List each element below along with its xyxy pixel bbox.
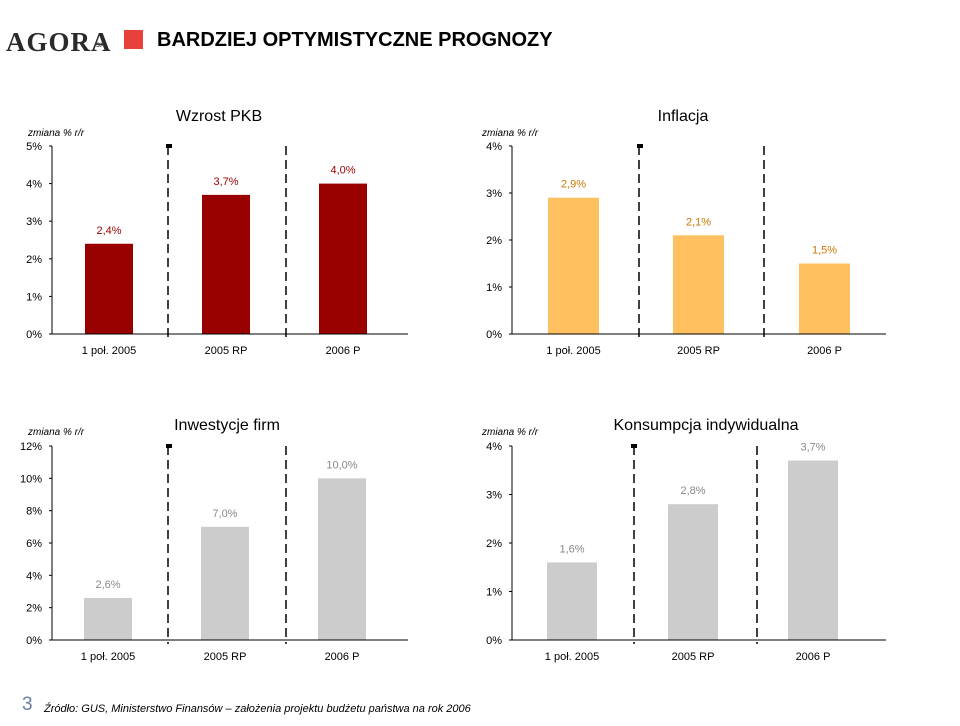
agora-logo: AGORA bbox=[6, 27, 112, 57]
y-tick-label: 2% bbox=[26, 603, 42, 615]
y-axis-label: zmiana % r/r bbox=[481, 128, 539, 139]
y-tick-label: 12% bbox=[20, 441, 42, 453]
y-tick-label: 6% bbox=[26, 538, 42, 550]
x-category-label: 1 poł. 2005 bbox=[545, 651, 599, 663]
y-tick-label: 3% bbox=[486, 188, 502, 200]
x-category-label: 1 poł. 2005 bbox=[81, 651, 135, 663]
y-tick-label: 4% bbox=[486, 141, 502, 153]
y-tick-label: 4% bbox=[26, 570, 42, 582]
x-category-label: 2005 RP bbox=[205, 345, 248, 357]
chart-inflation: Inflacja zmiana % r/r 0% 1% 2% 3% 4% 2,9% 2,1% 1,… bbox=[481, 108, 886, 357]
page-title: BARDZIEJ OPTYMISTYCZNE PROGNOZY bbox=[157, 29, 553, 51]
bar bbox=[202, 194, 250, 334]
bar bbox=[788, 460, 838, 640]
bar-value-label: 1,6% bbox=[559, 543, 584, 555]
x-category-label: 2006 P bbox=[807, 345, 842, 357]
x-category-label: 2005 RP bbox=[204, 651, 247, 663]
header: AGORA SA BARDZIEJ OPTYMISTYCZNE PROGNOZY bbox=[0, 0, 960, 80]
y-tick-label: 3% bbox=[26, 216, 42, 228]
bar bbox=[547, 562, 597, 640]
y-tick-label: 8% bbox=[26, 506, 42, 518]
bar-value-label: 2,9% bbox=[561, 179, 586, 191]
bar bbox=[319, 183, 367, 334]
y-tick-label: 2% bbox=[26, 254, 42, 266]
chart-private-consumption: Konsumpcja indywidualna zmiana % r/r 0% 1% 2… bbox=[481, 417, 886, 663]
bar-value-label: 2,1% bbox=[686, 216, 711, 228]
separator-cap bbox=[166, 444, 172, 448]
bar-value-label: 2,6% bbox=[95, 579, 120, 591]
chart-title: Wzrost PKB bbox=[176, 108, 262, 125]
bar bbox=[318, 478, 366, 640]
source-note: Źródło: GUS, Ministerstwo Finansów – zał… bbox=[44, 703, 471, 715]
y-tick-label: 1% bbox=[486, 282, 502, 294]
chart-title: Konsumpcja indywidualna bbox=[614, 417, 799, 434]
bar-value-label: 7,0% bbox=[212, 508, 237, 520]
bar-value-label: 2,8% bbox=[680, 485, 705, 497]
y-tick-label: 4% bbox=[486, 441, 502, 453]
y-axis-label: zmiana % r/r bbox=[27, 128, 85, 139]
bar bbox=[548, 197, 599, 334]
page-number: 3 bbox=[22, 694, 33, 715]
separator-cap bbox=[631, 444, 637, 448]
bar bbox=[201, 526, 249, 640]
chart-gdp-growth: Wzrost PKB zmiana % r/r 0% 1% 2% 3% 4% 5% 2,4% 3,… bbox=[26, 108, 408, 357]
x-category-label: 2006 P bbox=[796, 651, 831, 663]
bar bbox=[84, 597, 132, 640]
y-tick-label: 3% bbox=[486, 490, 502, 502]
y-tick-label: 4% bbox=[26, 179, 42, 191]
y-tick-label: 2% bbox=[486, 538, 502, 550]
bar-value-label: 2,4% bbox=[96, 225, 121, 237]
separator-cap bbox=[166, 144, 172, 148]
agora-logo-suffix: SA bbox=[96, 43, 105, 49]
x-category-label: 2005 RP bbox=[677, 345, 720, 357]
bar-value-label: 10,0% bbox=[326, 459, 357, 471]
y-tick-label: 1% bbox=[26, 291, 42, 303]
bar bbox=[668, 504, 718, 640]
logo-red-square bbox=[124, 30, 143, 49]
x-category-label: 1 poł. 2005 bbox=[82, 345, 136, 357]
bar bbox=[799, 263, 850, 334]
y-axis-label: zmiana % r/r bbox=[27, 427, 85, 438]
bar bbox=[85, 243, 133, 334]
bar-value-label: 3,7% bbox=[213, 176, 238, 188]
chart-business-investment: Inwestycje firm zmiana % r/r 0% 2% 4% 6% 8% 10%… bbox=[20, 417, 408, 663]
y-axis-label: zmiana % r/r bbox=[481, 427, 539, 438]
y-tick-label: 0% bbox=[486, 329, 502, 341]
y-tick-label: 0% bbox=[26, 635, 42, 647]
x-category-label: 1 poł. 2005 bbox=[546, 345, 600, 357]
bar-value-label: 1,5% bbox=[812, 245, 837, 257]
y-tick-label: 5% bbox=[26, 141, 42, 153]
y-tick-label: 2% bbox=[486, 235, 502, 247]
y-tick-label: 1% bbox=[486, 587, 502, 599]
y-tick-label: 0% bbox=[26, 329, 42, 341]
x-category-label: 2006 P bbox=[326, 345, 361, 357]
bar bbox=[673, 235, 724, 334]
bar-value-label: 3,7% bbox=[800, 442, 825, 454]
chart-title: Inwestycje firm bbox=[174, 417, 280, 434]
y-tick-label: 0% bbox=[486, 635, 502, 647]
y-tick-label: 10% bbox=[20, 473, 42, 485]
bar-value-label: 4,0% bbox=[330, 165, 355, 177]
chart-title: Inflacja bbox=[658, 108, 709, 125]
x-category-label: 2005 RP bbox=[672, 651, 715, 663]
x-category-label: 2006 P bbox=[325, 651, 360, 663]
separator-cap bbox=[637, 144, 643, 148]
